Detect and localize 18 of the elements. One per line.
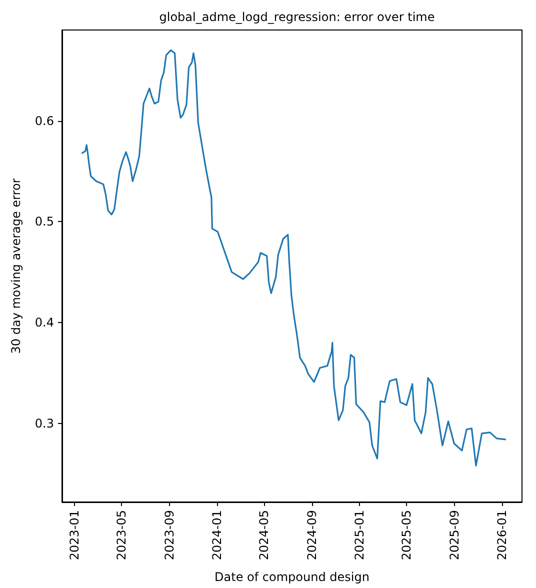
y-tick-label: 0.5	[34, 214, 54, 229]
x-tick-label: 2024-09	[305, 510, 320, 560]
x-tick-label: 2025-01	[352, 510, 367, 560]
y-tick-label: 0.3	[34, 416, 54, 430]
x-tick-label: 2026-01	[495, 510, 510, 560]
x-tick-label: 2023-05	[114, 510, 128, 560]
line-series	[81, 49, 506, 466]
x-tick-label: 2024-01	[210, 510, 224, 560]
x-tick-label: 2023-01	[67, 510, 82, 560]
x-tick-label: 2023-09	[162, 510, 176, 560]
y-tick-label: 0.6	[34, 114, 54, 128]
x-tick-label: 2025-09	[448, 510, 462, 560]
x-tick-label: 2024-05	[257, 510, 272, 560]
x-axis-title: Date of compound design	[214, 570, 370, 584]
y-tick-label: 0.4	[34, 315, 54, 330]
x-tick-label: 2025-05	[400, 510, 414, 560]
y-axis-title: 30 day moving average error	[9, 178, 23, 354]
chart-title: global_adme_logd_regression: error over time	[159, 10, 435, 24]
